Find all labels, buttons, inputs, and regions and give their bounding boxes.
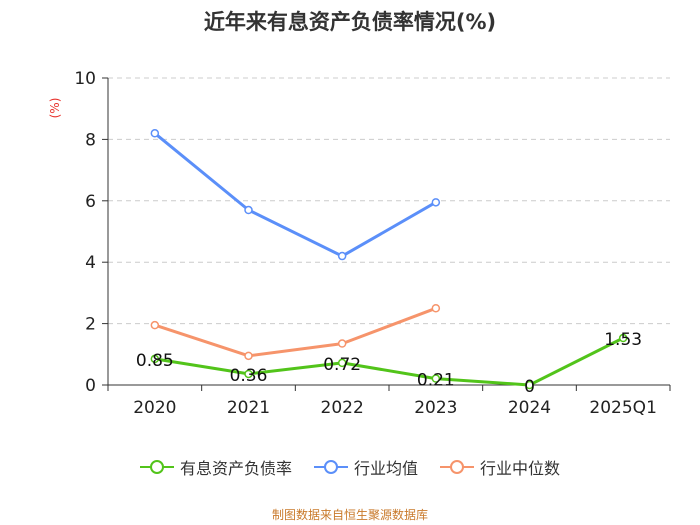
data-labels: 0.85 0.36 0.72 0.21 0 1.53 xyxy=(136,330,642,397)
data-point xyxy=(431,304,441,313)
data-point xyxy=(244,205,253,215)
x-tick-label: 2021 xyxy=(227,398,270,418)
data-label: 0.21 xyxy=(417,371,455,391)
series-line xyxy=(154,306,437,358)
data-point xyxy=(244,369,253,379)
x-tick-label: 2023 xyxy=(414,398,457,418)
grid-lines xyxy=(108,77,670,325)
data-label: 0.36 xyxy=(230,366,268,386)
data-point xyxy=(244,351,253,361)
legend-item[interactable]: 有息资产负债率 xyxy=(139,455,292,479)
x-tick-label: 2025Q1 xyxy=(589,398,656,418)
y-tick-label: 6 xyxy=(85,192,96,212)
x-tick-label: 2022 xyxy=(321,398,364,418)
data-point xyxy=(150,129,160,138)
data-label: 0.72 xyxy=(323,355,361,375)
data-point xyxy=(150,354,160,364)
y-tick-label: 10 xyxy=(74,69,96,89)
data-point xyxy=(618,333,628,343)
y-axis-unit-label: (%) xyxy=(48,98,62,119)
data-point xyxy=(431,374,441,383)
legend-item[interactable]: 行业均值 xyxy=(313,455,418,479)
series-lines xyxy=(150,129,628,390)
y-tick-label: 0 xyxy=(85,376,96,396)
data-point xyxy=(431,198,441,207)
legend-item[interactable]: 行业中位数 xyxy=(440,455,560,479)
data-label: 0 xyxy=(524,377,535,397)
legend: 有息资产负债率 行业均值 行业中位数 xyxy=(0,455,700,479)
legend-swatch-icon xyxy=(139,460,174,474)
data-label: 0.85 xyxy=(136,351,174,371)
axes: 0 2 4 6 8 10 2020 2021 2022 2023 2024 2025Q1 xyxy=(74,69,671,418)
data-point xyxy=(337,358,347,368)
data-point xyxy=(337,339,347,348)
series-line xyxy=(153,132,437,258)
legend-swatch-icon xyxy=(440,460,474,474)
data-point xyxy=(150,320,160,330)
source-note: 制图数据来自恒生聚源数据库 xyxy=(271,508,428,522)
legend-swatch-icon xyxy=(313,460,348,474)
legend-label: 行业均值 xyxy=(353,459,418,478)
y-tick-label: 2 xyxy=(85,315,96,335)
x-tick-label: 2024 xyxy=(508,398,551,418)
y-tick-label: 8 xyxy=(85,130,96,150)
data-label: 1.53 xyxy=(604,330,642,350)
legend-label: 有息资产负债率 xyxy=(179,459,292,478)
data-point xyxy=(337,251,347,261)
legend-label: 行业中位数 xyxy=(480,459,561,478)
data-point xyxy=(525,380,534,390)
y-tick-label: 4 xyxy=(85,253,96,273)
x-tick-label: 2020 xyxy=(133,398,176,418)
chart-title: 近年来有息资产负债率情况(%) xyxy=(203,10,497,34)
series-line xyxy=(154,336,624,387)
